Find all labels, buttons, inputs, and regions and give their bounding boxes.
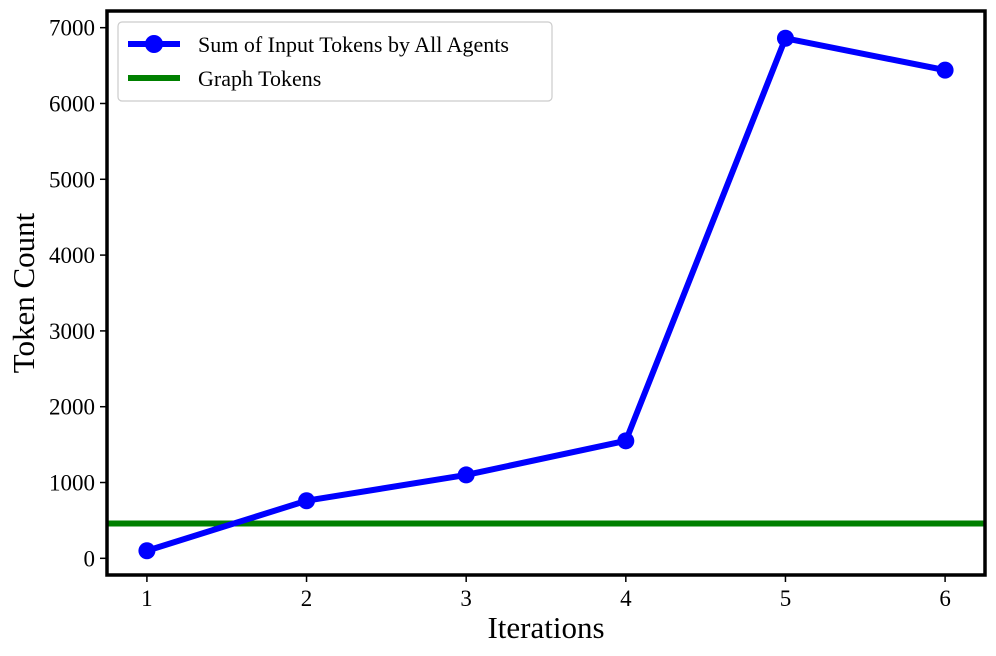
x-tick-label: 4 bbox=[620, 586, 632, 611]
y-tick-label: 6000 bbox=[49, 91, 95, 116]
y-tick-label: 3000 bbox=[49, 319, 95, 344]
data-point bbox=[457, 466, 475, 484]
data-point bbox=[298, 492, 316, 510]
y-tick-label: 0 bbox=[84, 546, 96, 571]
y-tick-label: 2000 bbox=[49, 395, 95, 420]
legend: Sum of Input Tokens by All Agents Graph … bbox=[117, 21, 553, 102]
data-point bbox=[776, 29, 794, 47]
series-line bbox=[146, 35, 946, 554]
y-tick-label: 5000 bbox=[49, 167, 95, 192]
x-tick-label: 3 bbox=[460, 586, 472, 611]
legend-graph-tokens-label: Graph Tokens bbox=[198, 66, 321, 91]
x-tick-label: 5 bbox=[780, 586, 792, 611]
y-axis: 0 1000 2000 3000 4000 5000 6000 7000 bbox=[49, 16, 107, 571]
legend-box bbox=[117, 21, 553, 102]
y-tick-label: 4000 bbox=[49, 243, 95, 268]
x-tick-label: 2 bbox=[301, 586, 313, 611]
legend-series-marker-swatch bbox=[145, 35, 163, 53]
x-axis-title: Iterations bbox=[487, 610, 604, 645]
legend-series-label: Sum of Input Tokens by All Agents bbox=[198, 32, 509, 57]
plot-background bbox=[107, 11, 985, 575]
y-tick-label: 7000 bbox=[49, 16, 95, 41]
y-axis-title: Token Count bbox=[6, 212, 41, 373]
data-point bbox=[138, 542, 156, 560]
x-tick-label: 6 bbox=[939, 586, 951, 611]
data-point bbox=[617, 432, 635, 450]
x-axis: 1 2 3 4 5 6 bbox=[141, 575, 951, 611]
plot-frame bbox=[105, 9, 987, 577]
x-tick-label: 1 bbox=[141, 586, 153, 611]
data-series bbox=[138, 29, 954, 560]
y-tick-label: 1000 bbox=[49, 471, 95, 496]
data-point bbox=[936, 61, 954, 79]
